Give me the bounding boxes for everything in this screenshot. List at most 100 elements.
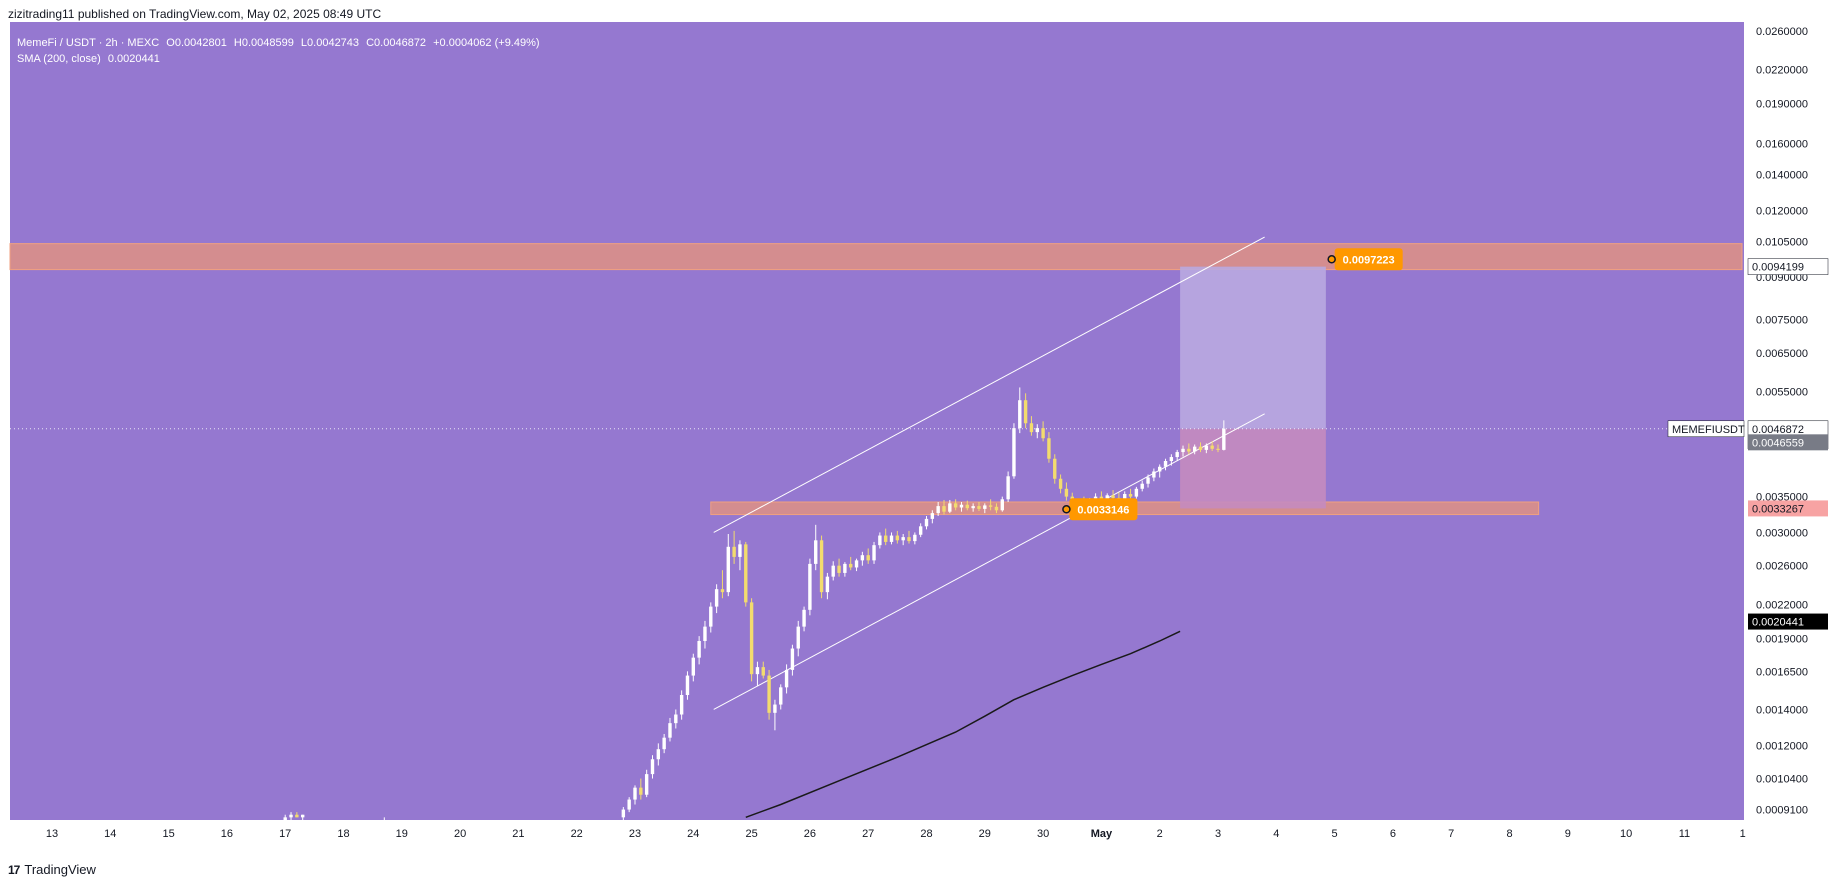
candle [1047,432,1051,463]
sma-200-line [745,630,1181,819]
candle-body [703,626,707,641]
candle-body [300,814,305,818]
candle [1018,387,1022,434]
candle [300,814,305,820]
time-axis-label: 15 [162,828,174,840]
candle-body [1210,445,1214,449]
time-axis[interactable]: 13 14 15 16 17 18 19 20 21 22 23 24 25 26 27 28 29 30 May 2… [46,828,1746,840]
candle-body [843,563,847,573]
time-axis-label: 5 [1332,828,1338,840]
candle [639,778,643,800]
candle-body [913,534,917,542]
candle-body [977,506,981,509]
callout-box [1334,248,1403,271]
candle [796,620,800,657]
legend-indicator-name[interactable]: SMA (200, close) [17,53,101,65]
candle-body [965,504,970,509]
candle-body [697,640,701,658]
candle [1152,468,1156,482]
price-tag-3: 0.0033267 [1748,500,1828,517]
candle [802,606,806,632]
chart-pane[interactable]: 0.0097223 0.0033146 0.0260000 0.0220000 0.0… [0,22,1835,854]
candle-body [691,657,695,676]
candle-body [930,513,935,519]
candle [1192,444,1197,455]
candle-body [1105,495,1109,501]
candle [918,523,923,538]
price-chart[interactable]: 0.0097223 0.0033146 0.0260000 0.0220000 0.0… [0,22,1835,854]
candle-body [1146,477,1150,484]
chart-background [10,22,1744,820]
candle-body [959,504,964,508]
candle [1140,480,1144,492]
candle [1035,424,1039,439]
callout-anchor [1327,255,1336,264]
candle-body [1035,428,1039,433]
candle-body [1198,446,1203,450]
price-tags: 0.00941990.004687201:10:05MEMEFIUSDT0.00… [1667,258,1829,630]
candle [1175,449,1179,462]
candle-body [872,545,876,561]
candle [907,530,911,544]
candle-body [1053,458,1057,479]
candle [988,499,993,511]
candle [971,503,975,512]
candle-body [953,503,958,508]
candle-body [883,535,888,542]
candle-body [1018,400,1022,429]
candle-body [720,589,725,593]
candle-body [1058,478,1063,489]
position-tool[interactable] [10,266,1744,509]
price-axis-label: 0.0014000 [1756,704,1808,716]
tradingview-brand[interactable]: TradingView [24,862,96,877]
legend-symbol[interactable]: MemeFi / USDT · 2h · MEXC [17,37,160,49]
legend-high: H0.0048599 [233,37,294,49]
candle [831,561,835,581]
legend-ohlc-row: MemeFi / USDT · 2h · MEXC O0.0042801 H0.… [17,35,544,51]
candle [1064,482,1069,501]
price-tag-0: 0.0094199 [1747,258,1829,275]
time-axis-label: 14 [104,828,116,840]
time-axis-label: 21 [512,828,524,840]
candle [1023,393,1028,429]
candle [994,503,999,514]
candle-body [901,537,905,541]
candle-body [825,576,830,593]
time-axis-label: 20 [454,828,466,840]
callout-label: 0.0033146 [1077,504,1129,516]
time-axis-label: 2 [1157,828,1163,840]
price-tag-value: 0.0046872 [1752,424,1804,436]
candle [814,524,818,571]
candle [1041,421,1045,442]
time-axis-label: 27 [862,828,874,840]
candle [767,669,771,720]
candle [1222,420,1226,451]
candle-body [744,544,748,603]
tradingview-logo-icon[interactable]: 17 [8,862,20,877]
candle [883,528,888,546]
candles-layer [283,387,1226,823]
callout-box [1069,498,1138,521]
candle-body [994,506,999,511]
price-axis-label: 0.0260000 [1756,26,1808,38]
callout-label: 0.0097223 [1343,254,1395,266]
time-axis-label: 6 [1390,828,1396,840]
candle-body [1158,466,1162,472]
candle [685,671,690,700]
price-axis-label: 0.0220000 [1756,65,1808,77]
price-axis-label: 0.0026000 [1756,561,1808,573]
candle [1216,444,1220,453]
candle-body [942,506,946,512]
candle [1128,488,1133,500]
candle [1012,423,1016,479]
price-tag-box [1747,258,1829,275]
candle-body [627,799,631,810]
time-axis-label: 25 [745,828,757,840]
candle-body [889,535,894,542]
price-axis-label: 0.0075000 [1756,315,1808,327]
candle [878,532,882,549]
price-axis-label: 0.0190000 [1756,99,1808,111]
candle-body [738,544,742,557]
time-axis-label: 7 [1448,828,1454,840]
candle-body [662,737,666,750]
